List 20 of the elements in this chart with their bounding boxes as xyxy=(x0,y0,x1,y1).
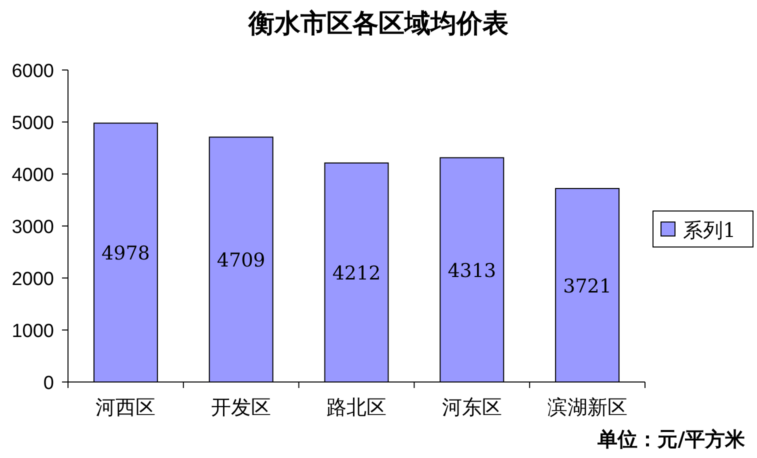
data-label: 4978 xyxy=(102,242,150,265)
x-tick-label: 滨湖新区 xyxy=(547,395,628,419)
x-tick-label: 河西区 xyxy=(96,395,156,419)
data-label: 4313 xyxy=(448,260,496,282)
text: 单位：元/平方米 xyxy=(596,427,746,451)
y-tick-label: 6000 xyxy=(12,61,54,82)
chart-title: 衡水市区各区域均价表 xyxy=(248,9,508,39)
y-tick-label: 5000 xyxy=(12,113,54,134)
data-label: 4709 xyxy=(216,250,266,272)
y-tick-label: 3000 xyxy=(12,217,54,238)
x-tick-label: 路北区 xyxy=(326,395,386,419)
y-tick-label: 4000 xyxy=(12,165,54,186)
x-tick-label: 开发区 xyxy=(211,395,272,419)
data-label: 4212 xyxy=(332,262,381,284)
y-tick-label: 1000 xyxy=(12,321,54,342)
data-label: 3721 xyxy=(563,275,612,298)
y-tick-label: 0 xyxy=(43,373,54,394)
x-tick-label: 河东区 xyxy=(442,395,502,419)
y-tick-label: 2000 xyxy=(12,269,54,290)
legend-label: 系列1 xyxy=(683,218,736,242)
